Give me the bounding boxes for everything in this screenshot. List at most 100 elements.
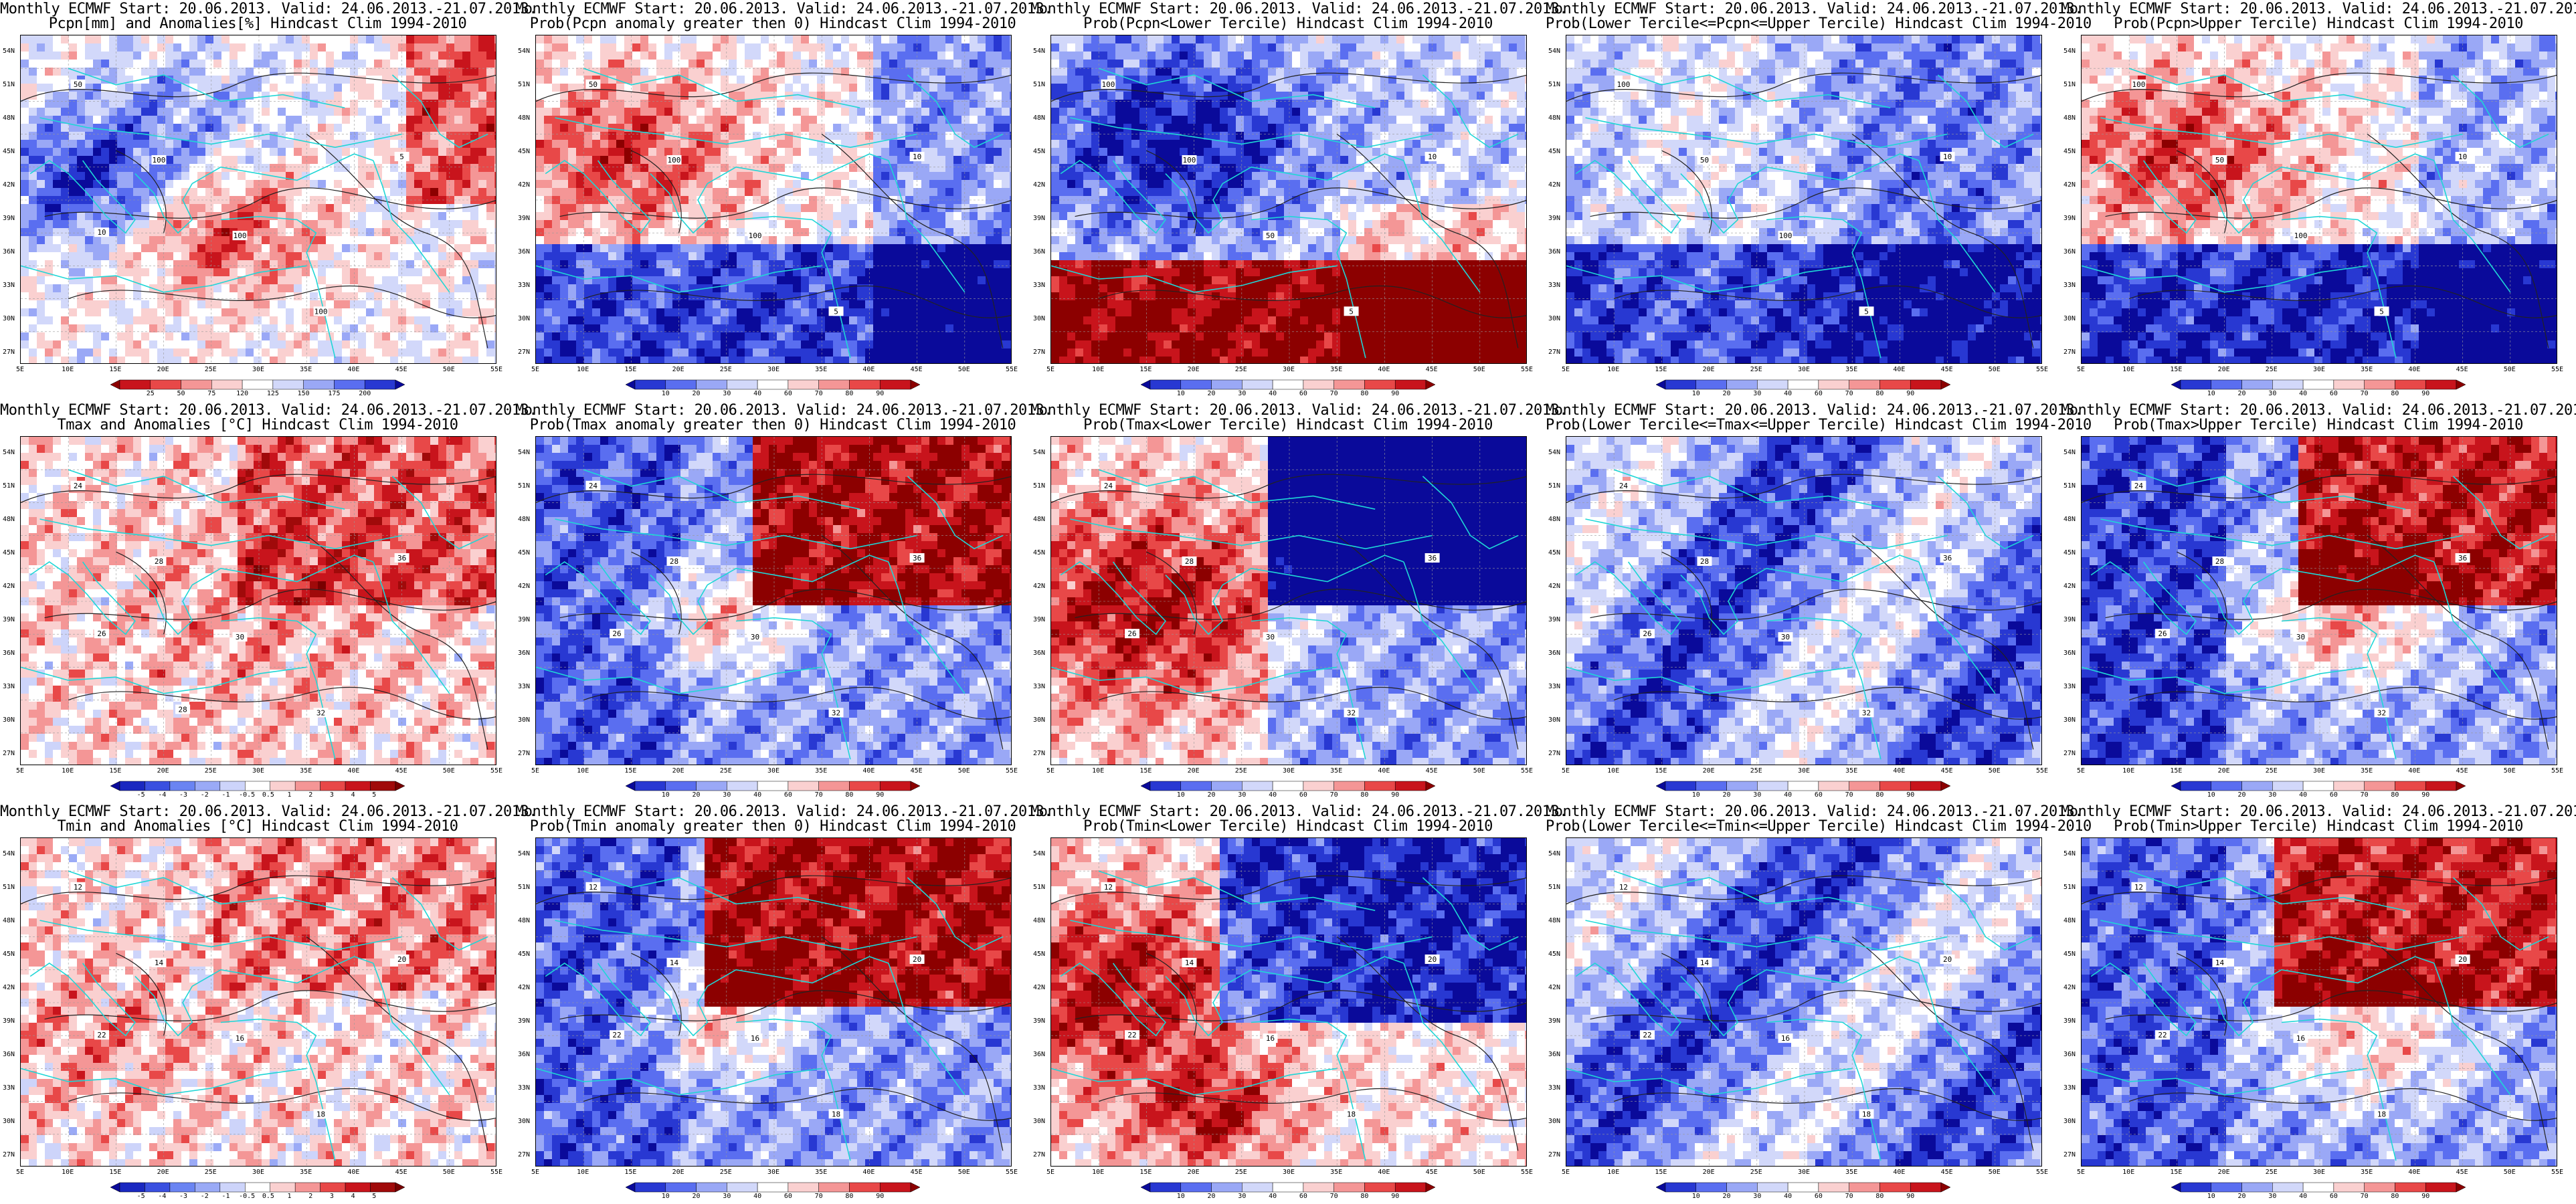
colorbar-tick-label: -1 [221, 792, 229, 799]
colorbar-tick-label: 10 [662, 391, 670, 397]
latitude-label: 39N [518, 1018, 530, 1025]
colorbar-tick-label: 30 [2268, 1193, 2276, 1200]
latitude-label: 33N [3, 282, 15, 289]
longitude-label: 25E [2266, 1169, 2278, 1176]
colorbar-tick-label: 80 [2391, 792, 2399, 799]
colorbar [110, 781, 405, 791]
colorbar [2171, 379, 2466, 390]
longitude-label: 15E [1655, 367, 1667, 373]
colorbar-tick-label: 40 [2299, 1193, 2307, 1200]
latitude-label: 54N [3, 48, 15, 55]
colorbar-tick-label: -4 [158, 792, 166, 799]
map-area: 100 50 100 5 10 [1566, 35, 2042, 364]
colorbar-tick-label: 4 [351, 1193, 355, 1200]
colorbar [110, 379, 405, 390]
map-field: 24 28 30 32 36 26 [536, 437, 1011, 765]
map-panel: Monthly ECMWF Start: 20.06.2013. Valid: … [515, 0, 1052, 401]
latitude-label: 51N [518, 884, 530, 891]
longitude-label: 55E [490, 768, 502, 775]
latitude-label: 45N [2063, 951, 2076, 958]
colorbar-tick-label: 90 [1391, 391, 1399, 397]
contour-label: 100 [2293, 231, 2308, 241]
longitude-label: 25E [1235, 768, 1247, 775]
panel-title-line1: Monthly ECMWF Start: 20.06.2013. Valid: … [1030, 1, 1568, 17]
latitude-label: 39N [1033, 617, 1045, 623]
panel-title-line2: Prob(Tmax anomaly greater then 0) Hindca… [515, 417, 1030, 433]
contour-label: 20 [394, 955, 409, 965]
colorbar-tick-label: 20 [2238, 391, 2246, 397]
colorbar-tick-label: 30 [2268, 792, 2276, 799]
longitude-label: 30E [2313, 1169, 2325, 1176]
map-field: 100 50 100 5 10 [1566, 35, 2041, 363]
latitude-label: 54N [1033, 449, 1045, 456]
longitude-label: 50E [2504, 768, 2516, 775]
contour-label: 36 [394, 553, 409, 563]
longitude-label: 55E [490, 367, 502, 373]
colorbar-tick-label: 80 [1875, 792, 1883, 799]
longitude-label: 5E [1562, 768, 1570, 775]
colorbar-tick-label: 0.5 [262, 1193, 274, 1200]
longitude-label: 50E [1473, 1169, 1485, 1176]
contour-label: 16 [747, 1033, 763, 1043]
longitude-label: 25E [205, 768, 217, 775]
longitude-label: 55E [2036, 768, 2048, 775]
latitude-label: 30N [1548, 717, 1560, 724]
colorbar [1140, 379, 1436, 390]
latitude-label: 45N [518, 951, 530, 958]
longitude-label: 35E [2361, 367, 2373, 373]
longitude-label: 30E [252, 768, 264, 775]
map-panel: Monthly ECMWF Start: 20.06.2013. Valid: … [2061, 803, 2576, 1204]
latitude-label: 36N [3, 650, 15, 657]
longitude-label: 30E [767, 1169, 779, 1176]
latitude-label: 27N [2063, 1152, 2076, 1159]
colorbar-tick-label: 80 [845, 391, 853, 397]
longitude-label: 45E [1941, 768, 1953, 775]
longitude-label: 15E [624, 1169, 636, 1176]
contour-label: 100 [666, 155, 682, 165]
longitude-label: 15E [1655, 1169, 1667, 1176]
panel-title-line1: Monthly ECMWF Start: 20.06.2013. Valid: … [1546, 403, 2083, 419]
contour-label: 12 [1616, 882, 1631, 892]
latitude-label: 54N [2063, 48, 2076, 55]
contour-label: 26 [94, 629, 110, 639]
contour-label: 18 [1344, 1109, 1359, 1119]
longitude-label: 10E [1092, 1169, 1104, 1176]
longitude-label: 50E [2504, 367, 2516, 373]
colorbar-tick-label: 10 [1177, 792, 1185, 799]
contour-label: 20 [1940, 955, 1955, 965]
colorbar-tick-label: 20 [693, 1193, 701, 1200]
map-field: 24 28 30 32 36 26 28 [21, 437, 496, 765]
longitude-label: 30E [1798, 367, 1810, 373]
panel-title-line2: Prob(Tmax>Upper Tercile) Hindcast Clim 1… [2061, 417, 2576, 433]
longitude-label: 20E [1703, 768, 1715, 775]
longitude-label: 5E [1046, 768, 1054, 775]
map-panel: Monthly ECMWF Start: 20.06.2013. Valid: … [515, 401, 1052, 803]
colorbar-tick-label: 30 [1753, 1193, 1761, 1200]
colorbar-tick-label: 70 [1330, 391, 1338, 397]
latitude-label: 42N [2063, 583, 2076, 590]
longitude-label: 5E [531, 367, 539, 373]
longitude-label: 10E [577, 367, 589, 373]
latitude-label: 33N [1033, 282, 1045, 289]
latitude-label: 54N [1033, 851, 1045, 858]
contour-label: 100 [2131, 79, 2146, 89]
contour-label: 24 [585, 480, 601, 490]
longitude-label: 10E [2122, 1169, 2134, 1176]
latitude-label: 39N [3, 215, 15, 222]
contour-label: 5 [1344, 306, 1359, 316]
contour-label: 12 [585, 882, 601, 892]
contour-label: 16 [2293, 1033, 2308, 1043]
colorbar-tick-label: 10 [2207, 391, 2215, 397]
colorbar-tick-label: 90 [2421, 1193, 2429, 1200]
colorbar-tick-label: 20 [1723, 391, 1731, 397]
longitude-label: 25E [205, 1169, 217, 1176]
latitude-label: 48N [1033, 115, 1045, 122]
latitude-label: 48N [2063, 115, 2076, 122]
contour-label: 22 [610, 1030, 625, 1040]
longitude-label: 10E [1607, 367, 1619, 373]
colorbar-tick-label: 30 [1238, 1193, 1246, 1200]
colorbar-tick-label: -1 [221, 1193, 229, 1200]
longitude-label: 35E [2361, 1169, 2373, 1176]
longitude-label: 10E [2122, 367, 2134, 373]
latitude-label: 36N [1033, 650, 1045, 657]
